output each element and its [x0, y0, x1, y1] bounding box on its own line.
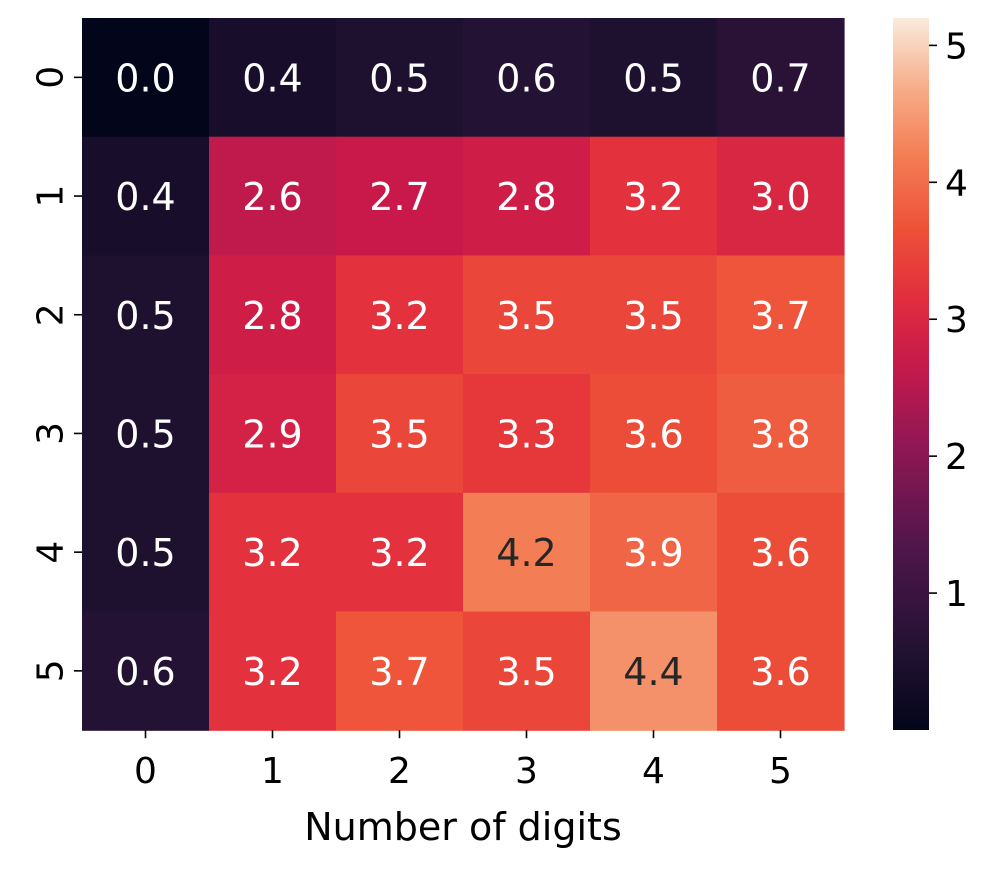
cell-label-r4-c1: 3.2	[242, 531, 302, 575]
cell-label-r0-c4: 0.5	[623, 56, 683, 100]
cell-label-r4-c3: 4.2	[496, 531, 556, 575]
y-tick-label-4: 4	[31, 541, 72, 564]
colorbar-tick-label-1: 2	[945, 437, 968, 478]
colorbar-tick-label-4: 5	[945, 26, 968, 67]
heatmap-cell-r5-c4	[590, 611, 718, 731]
heatmap-cell-r3-c2	[336, 374, 464, 494]
heatmap-cell-r2-c4	[590, 255, 718, 375]
cell-label-r4-c5: 3.6	[750, 531, 810, 575]
cell-label-r4-c2: 3.2	[369, 531, 429, 575]
cell-label-r5-c3: 3.5	[496, 650, 556, 694]
colorbar-gradient	[893, 18, 929, 730]
x-tick-label-3: 3	[515, 751, 538, 792]
heatmap-cell-r0-c3	[463, 18, 591, 138]
colorbar-tick-label-3: 4	[945, 163, 968, 204]
heatmap-cell-r3-c0	[82, 374, 210, 494]
heatmap-cell-r2-c0	[82, 255, 210, 375]
heatmap-cell-r1-c0	[82, 136, 210, 256]
heatmap-cell-r5-c2	[336, 611, 464, 731]
y-axis: 0 1 2 3 4 5	[31, 66, 82, 682]
cell-label-r2-c0: 0.5	[115, 294, 175, 338]
heatmap-cell-r1-c1	[209, 136, 337, 256]
heatmap-cell-r1-c4	[590, 136, 718, 256]
heatmap-cells	[82, 18, 845, 731]
heatmap-cell-r5-c3	[463, 611, 591, 731]
heatmap-cell-r1-c5	[717, 136, 845, 256]
cell-label-r0-c1: 0.4	[242, 56, 302, 100]
heatmap-cell-r0-c0	[82, 18, 210, 138]
heatmap-cell-r3-c5	[717, 374, 845, 494]
y-tick-label-1: 1	[31, 185, 72, 208]
cell-label-r1-c5: 3.0	[750, 175, 810, 219]
cell-label-r1-c3: 2.8	[496, 175, 556, 219]
cell-label-r1-c2: 2.7	[369, 175, 429, 219]
cell-label-r4-c0: 0.5	[115, 531, 175, 575]
cell-label-r0-c5: 0.7	[750, 56, 810, 100]
heatmap-cell-labels: 0.0 0.4 0.5 0.6 0.5 0.7 0.4 2.6 2.7 2.8 3.2 3.0 0.5 2…	[115, 56, 810, 694]
heatmap-cell-r2-c1	[209, 255, 337, 375]
cell-label-r3-c2: 3.5	[369, 412, 429, 456]
heatmap-cell-r1-c3	[463, 136, 591, 256]
cell-label-r4-c4: 3.9	[623, 531, 683, 575]
cell-label-r3-c4: 3.6	[623, 412, 683, 456]
x-tick-label-5: 5	[769, 751, 792, 792]
heatmap-cell-r4-c1	[209, 492, 337, 613]
y-tick-label-0: 0	[31, 66, 72, 89]
heatmap-cell-r1-c2	[336, 136, 464, 256]
heatmap-cell-r5-c5	[717, 611, 845, 731]
cell-label-r2-c1: 2.8	[242, 294, 302, 338]
cell-label-r3-c5: 3.8	[750, 412, 810, 456]
heatmap-cell-r3-c1	[209, 374, 337, 494]
heatmap-cell-r0-c4	[590, 18, 718, 138]
x-axis: 0 1 2 3 4 5	[134, 730, 792, 792]
colorbar: 1 2 3 4 5	[893, 18, 968, 730]
heatmap-cell-r5-c1	[209, 611, 337, 731]
x-tick-label-0: 0	[134, 751, 157, 792]
heatmap-cell-r3-c3	[463, 374, 591, 494]
cell-label-r1-c0: 0.4	[115, 175, 175, 219]
cell-label-r5-c0: 0.6	[115, 650, 175, 694]
heatmap-cell-r4-c4	[590, 492, 718, 613]
cell-label-r0-c3: 0.6	[496, 56, 556, 100]
cell-label-r3-c3: 3.3	[496, 412, 556, 456]
heatmap-cell-r2-c3	[463, 255, 591, 375]
cell-label-r0-c2: 0.5	[369, 56, 429, 100]
x-axis-title: Number of digits	[304, 805, 622, 849]
cell-label-r2-c2: 3.2	[369, 294, 429, 338]
x-tick-label-2: 2	[388, 751, 411, 792]
heatmap-cell-r0-c1	[209, 18, 337, 138]
heatmap-cell-r3-c4	[590, 374, 718, 494]
y-tick-label-5: 5	[31, 659, 72, 682]
cell-label-r2-c3: 3.5	[496, 294, 556, 338]
cell-label-r3-c1: 2.9	[242, 412, 302, 456]
heatmap-cell-r5-c0	[82, 611, 210, 731]
colorbar-tick-label-0: 1	[945, 574, 968, 615]
heatmap-cell-r4-c2	[336, 492, 464, 613]
heatmap-cell-r0-c2	[336, 18, 464, 138]
heatmap-cell-r4-c0	[82, 492, 210, 613]
cell-label-r5-c4: 4.4	[623, 650, 683, 694]
cell-label-r0-c0: 0.0	[115, 56, 175, 100]
cell-label-r2-c4: 3.5	[623, 294, 683, 338]
heatmap-cell-r4-c5	[717, 492, 845, 613]
x-tick-label-4: 4	[642, 751, 665, 792]
cell-label-r1-c1: 2.6	[242, 175, 302, 219]
colorbar-tick-label-2: 3	[945, 300, 968, 341]
heatmap-cell-r2-c2	[336, 255, 464, 375]
x-tick-label-1: 1	[261, 751, 284, 792]
cell-label-r5-c5: 3.6	[750, 650, 810, 694]
cell-label-r5-c1: 3.2	[242, 650, 302, 694]
heatmap-cell-r0-c5	[717, 18, 845, 138]
cell-label-r3-c0: 0.5	[115, 412, 175, 456]
y-tick-label-3: 3	[31, 422, 72, 445]
cell-label-r5-c2: 3.7	[369, 650, 429, 694]
cell-label-r2-c5: 3.7	[750, 294, 810, 338]
y-tick-label-2: 2	[31, 303, 72, 326]
heatmap-cell-r4-c3	[463, 492, 591, 613]
heatmap-cell-r2-c5	[717, 255, 845, 375]
cell-label-r1-c4: 3.2	[623, 175, 683, 219]
